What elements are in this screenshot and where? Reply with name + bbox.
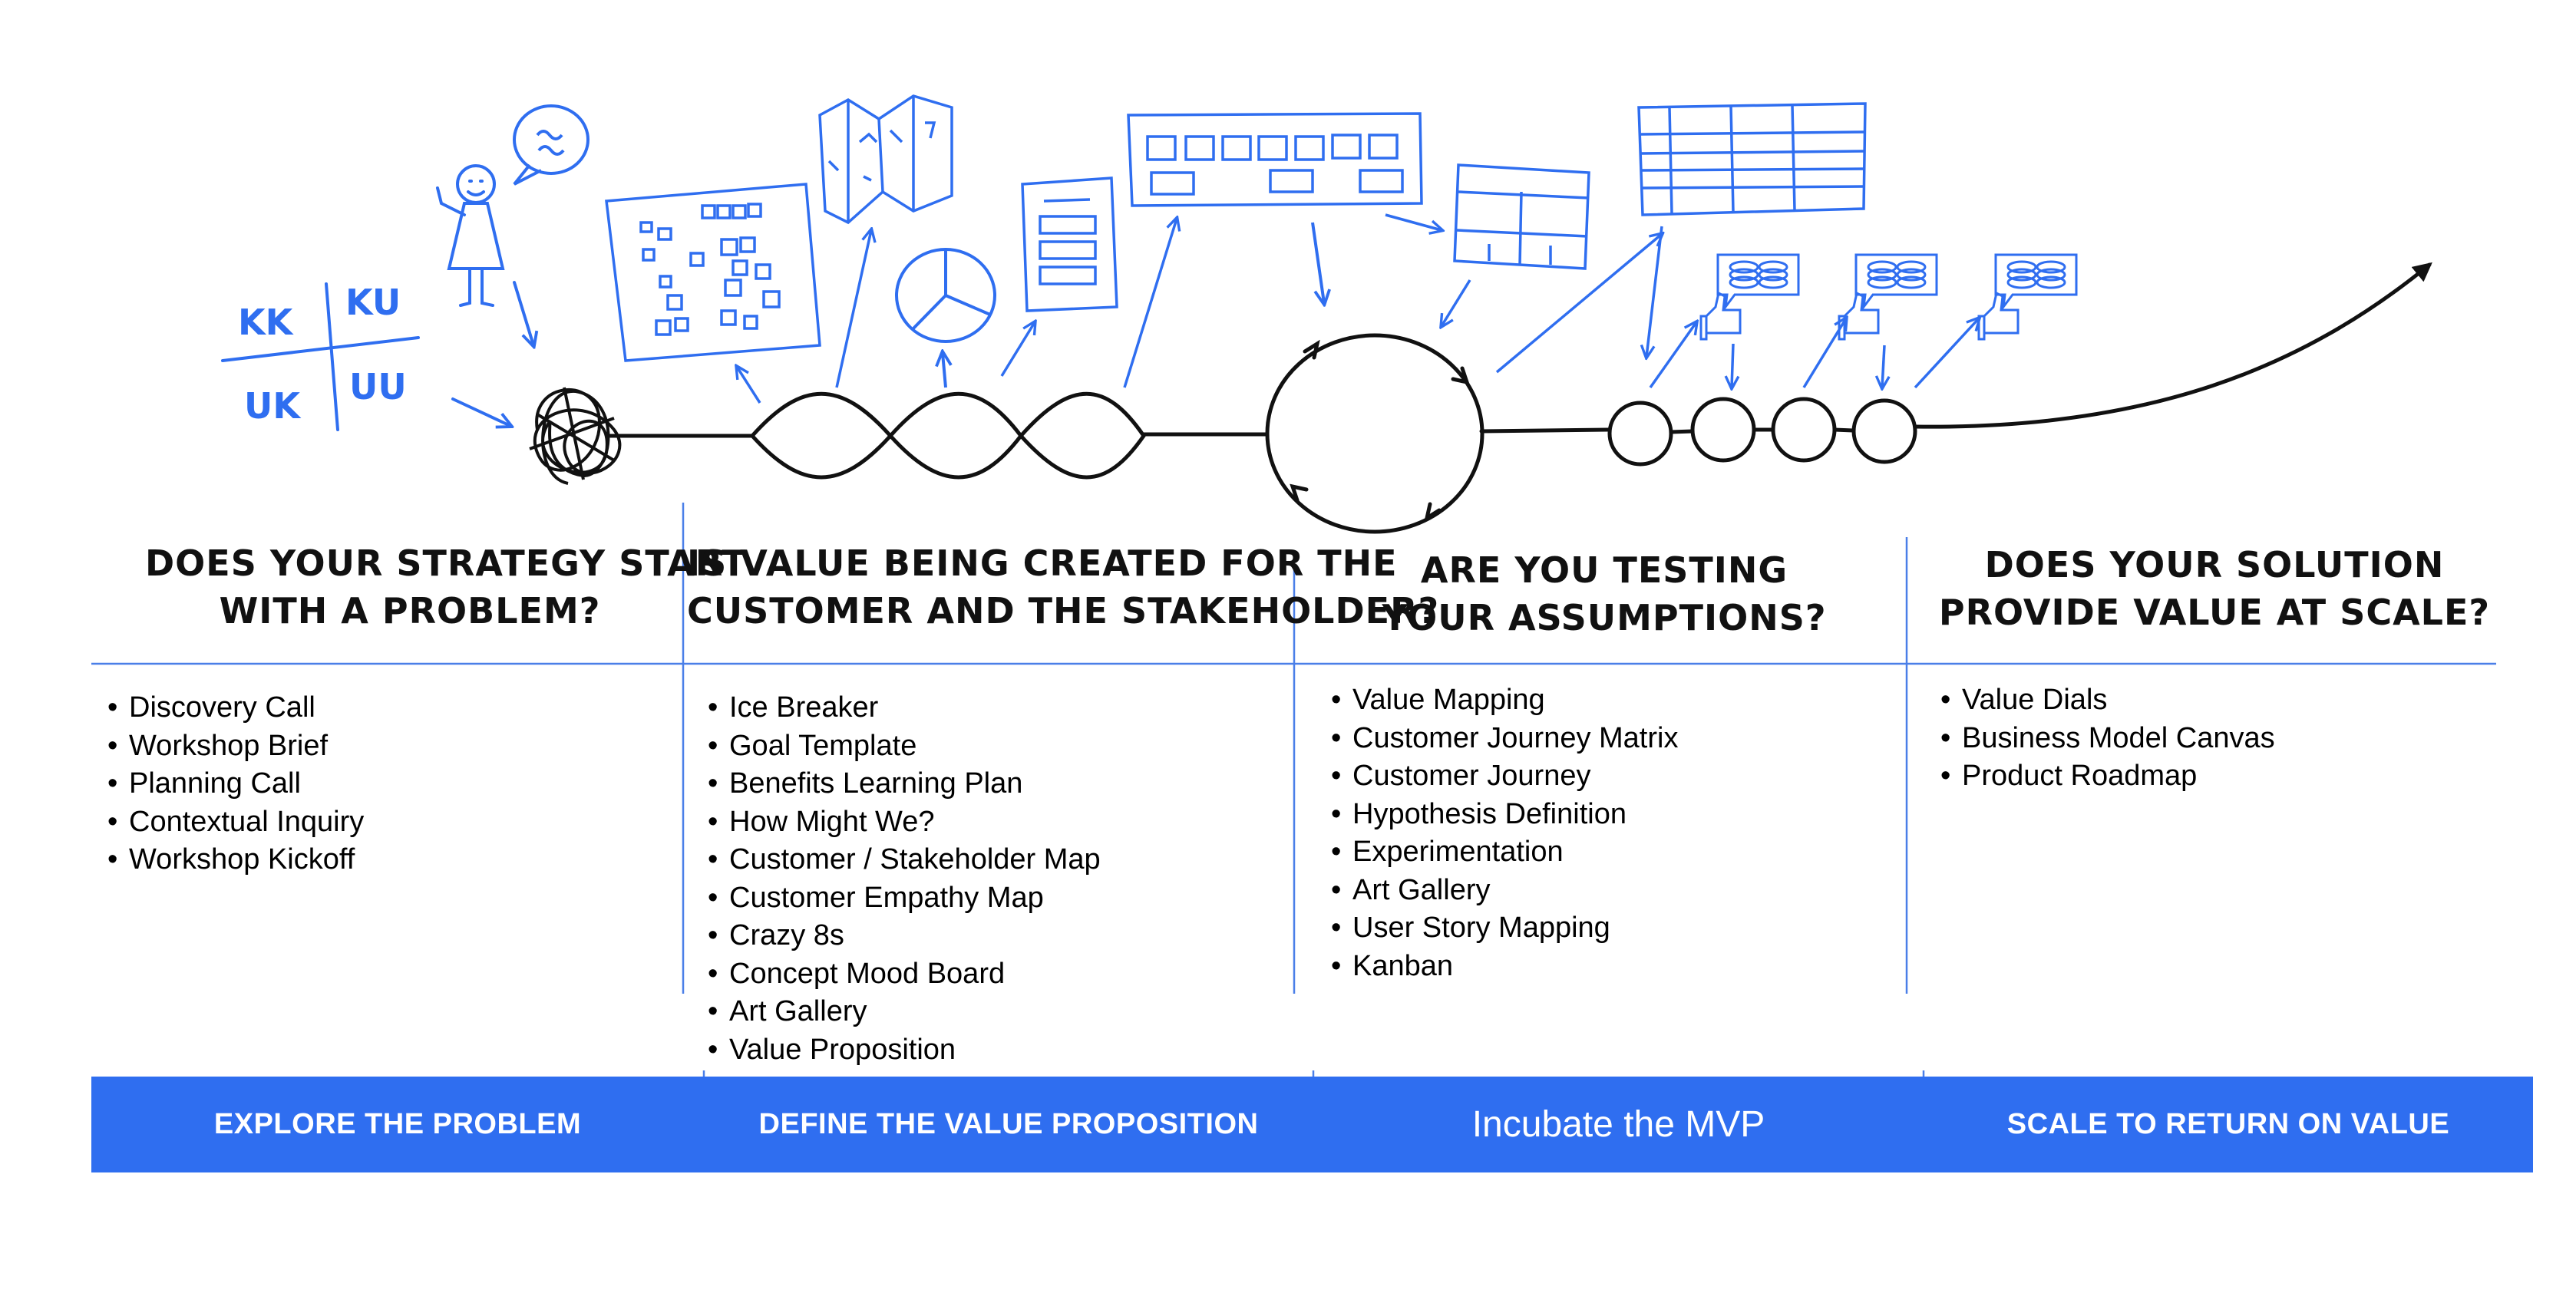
- list-item: Ice Breaker: [708, 689, 1101, 727]
- question-line: your assumptions?: [1382, 597, 1827, 638]
- sticky-board-icon: [605, 183, 821, 404]
- column-1-question: Does your strategy start with a problem?: [145, 539, 747, 635]
- list-item: Benefits Learning Plan: [708, 765, 1101, 803]
- storyboard-icon: [1123, 112, 1423, 388]
- journey-map-icon: [818, 94, 953, 388]
- phase-define-value-proposition: DEFINE THE VALUE PROPOSITION: [758, 1108, 1259, 1140]
- list-item: Experimentation: [1331, 833, 1678, 872]
- list-item: Value Mapping: [1331, 681, 1678, 720]
- list-item: Business Model Canvas: [1940, 720, 2275, 758]
- column-1-items: Discovery Call Workshop Brief Planning C…: [107, 689, 364, 879]
- matrix-uu: UU: [349, 366, 407, 407]
- phase-explore-problem: EXPLORE THE PROBLEM: [213, 1108, 582, 1140]
- question-line: Is value being created for the: [687, 543, 1398, 584]
- list-item: Product Roadmap: [1940, 757, 2275, 796]
- journey-line: [608, 262, 2432, 534]
- speech-bubble-icon: [513, 104, 590, 186]
- list-item: Value Proposition: [708, 1031, 1101, 1070]
- question-line: customer and the stakeholder?: [687, 590, 1440, 632]
- pie-chart-icon: [895, 248, 996, 388]
- list-item: Goal Template: [708, 727, 1101, 766]
- question-line: Are you testing: [1420, 549, 1788, 591]
- list-item: Value Dials: [1940, 681, 2275, 720]
- matrix-kk: KK: [238, 302, 295, 343]
- list-item: Planning Call: [107, 765, 364, 803]
- list-item: Customer Journey Matrix: [1331, 720, 1678, 758]
- list-item: Workshop Brief: [107, 727, 364, 766]
- document-icon: [1000, 176, 1118, 377]
- person-icon: [436, 164, 533, 345]
- question-line: Does your strategy start: [145, 543, 747, 584]
- phase-scale-return: SCALE TO RETURN ON VALUE: [2006, 1108, 2450, 1140]
- column-dividers: [91, 503, 2496, 1077]
- list-item: Art Gallery: [1331, 872, 1678, 910]
- list-item: Customer Empathy Map: [708, 879, 1101, 918]
- list-item: Hypothesis Definition: [1331, 796, 1678, 834]
- column-2-question: Is value being created for the customer …: [687, 539, 1440, 635]
- phase-incubate-mvp: Incubate the MVP: [1471, 1104, 1765, 1145]
- list-item: User Story Mapping: [1331, 909, 1678, 948]
- matrix-uk: UK: [244, 385, 302, 427]
- question-line: provide value at scale?: [1938, 592, 2491, 633]
- list-item: Concept Mood Board: [708, 955, 1101, 994]
- thumbs-up-money-icons: [1649, 253, 2078, 388]
- column-3-question: Are you testing your assumptions?: [1328, 546, 1881, 641]
- question-line: with a problem?: [219, 590, 601, 632]
- list-item: Crazy 8s: [708, 917, 1101, 955]
- list-item: Discovery Call: [107, 689, 364, 727]
- matrix-ku: KU: [345, 282, 401, 323]
- column-4-question: Does your solution provide value at scal…: [1938, 541, 2491, 636]
- list-item: How Might We?: [708, 803, 1101, 842]
- list-item: Kanban: [1331, 948, 1678, 986]
- column-4-items: Value Dials Business Model Canvas Produc…: [1940, 681, 2275, 796]
- list-item: Workshop Kickoff: [107, 841, 364, 879]
- list-item: Customer / Stakeholder Map: [708, 841, 1101, 879]
- tangle-icon: [529, 387, 622, 485]
- phase-bar: EXPLORE THE PROBLEM DEFINE THE VALUE PRO…: [91, 1077, 2533, 1172]
- column-2-items: Ice Breaker Goal Template Benefits Learn…: [708, 689, 1101, 1069]
- spreadsheet-icon: [1637, 102, 1867, 357]
- value-map-icon: [1385, 163, 1662, 374]
- knowledge-matrix: [221, 282, 510, 431]
- list-item: Contextual Inquiry: [107, 803, 364, 842]
- column-3-items: Value Mapping Customer Journey Matrix Cu…: [1331, 681, 1678, 985]
- question-line: Does your solution: [1984, 544, 2445, 585]
- list-item: Art Gallery: [708, 993, 1101, 1031]
- list-item: Customer Journey: [1331, 757, 1678, 796]
